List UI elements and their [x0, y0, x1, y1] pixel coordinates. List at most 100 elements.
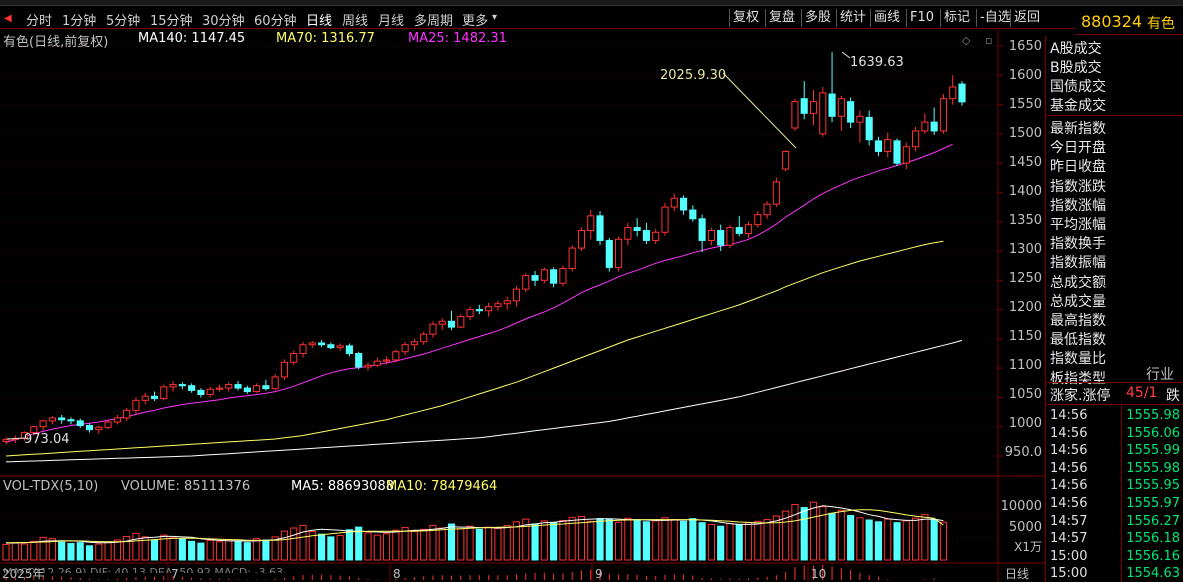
replay-button[interactable]: 复盘 — [765, 9, 798, 27]
period-tab-60min[interactable]: 60分钟 — [254, 14, 297, 29]
tick-row[interactable]: 14:56 1556.06 — [1050, 426, 1182, 444]
volume-bar — [615, 521, 623, 561]
candle-body — [76, 420, 84, 427]
market-fund-volume[interactable]: 基金成交 — [1050, 98, 1106, 114]
candle-body — [735, 227, 743, 234]
board-type-value: 行业 — [1146, 367, 1174, 383]
volume-bar — [884, 518, 892, 561]
candle-body — [150, 395, 159, 400]
candle-body — [401, 344, 409, 353]
tick-row[interactable]: 14:57 1556.27 — [1050, 514, 1182, 532]
candle-body — [642, 230, 650, 241]
tick-time: 14:57 — [1050, 531, 1088, 547]
adjust-button[interactable]: 复权 — [729, 9, 762, 27]
volume-bar — [466, 525, 474, 561]
candle-body — [633, 227, 641, 231]
volume-bar — [132, 532, 140, 561]
period-tab-timeshare[interactable]: 分时 — [26, 14, 53, 29]
tick-row[interactable]: 14:56 1555.95 — [1050, 478, 1182, 496]
down-count-label: 跌 — [1166, 388, 1180, 404]
tick-row[interactable]: 14:56 1555.99 — [1050, 443, 1182, 461]
draw-line-button[interactable]: 画线 — [870, 9, 903, 27]
remove-watchlist-button[interactable]: -自选 — [976, 9, 1014, 27]
ma70-line — [5, 240, 944, 457]
high-label: 1639.63 — [850, 55, 904, 70]
period-tab-weekly[interactable]: 周线 — [342, 14, 369, 29]
price-axis-tick: 1600 — [1008, 68, 1042, 83]
candlestick-series — [2, 52, 966, 445]
market-a-share-volume[interactable]: A股成交 — [1050, 41, 1102, 57]
volume-bar — [531, 523, 539, 561]
volume-bar — [921, 514, 929, 561]
candle-body — [438, 320, 446, 325]
candle-body — [679, 197, 688, 211]
up-limit-value: 45/1 — [1126, 385, 1158, 401]
f10-button[interactable]: F10 — [906, 9, 937, 27]
volume-bar — [234, 540, 242, 561]
candle-body — [912, 130, 920, 148]
volume-bar — [874, 521, 883, 561]
pane-collapse-icon[interactable]: ◇ — [962, 34, 971, 47]
candle-body — [410, 341, 418, 346]
candle-body — [188, 385, 196, 391]
volume-bar — [382, 533, 391, 561]
mark-button[interactable]: 标记 — [940, 9, 973, 27]
tick-row[interactable]: 14:56 1555.97 — [1050, 496, 1182, 514]
volume-bar — [280, 530, 289, 561]
tick-row[interactable]: 14:56 1555.98 — [1050, 461, 1182, 479]
back-button[interactable]: 返回 — [1010, 9, 1043, 27]
month-label-9: 9 — [595, 567, 603, 581]
market-b-share-volume[interactable]: B股成交 — [1050, 60, 1102, 76]
period-tab-5min[interactable]: 5分钟 — [106, 14, 141, 29]
market-bond-volume[interactable]: 国债成交 — [1050, 79, 1106, 95]
tick-price: 1555.98 — [1126, 408, 1180, 423]
volume-bar — [791, 503, 799, 561]
price-axis-tick: 1000 — [1008, 416, 1042, 431]
pane-menu-icon[interactable]: ▫ — [985, 34, 992, 47]
candle-body — [958, 83, 966, 103]
index-info-item: 昨日收盘 — [1050, 159, 1106, 176]
candle-body — [336, 345, 344, 349]
volume-legend-value: VOLUME: 85111376 — [121, 479, 251, 494]
volume-bar — [178, 538, 186, 561]
tick-row[interactable]: 14:56 1555.98 — [1050, 408, 1182, 426]
volume-bar — [123, 535, 131, 561]
price-axis-tick: 1300 — [1008, 242, 1042, 257]
info-side-panel: A股成交 B股成交 国债成交 基金成交 最新指数 今日开盘 昨日收盘 指数涨跌 指数涨幅… — [1045, 36, 1183, 582]
candle-body — [67, 419, 75, 422]
more-dropdown-icon[interactable]: ▾ — [492, 12, 498, 23]
volume-bar — [912, 517, 920, 561]
period-tab-more[interactable]: 更多 — [462, 14, 489, 29]
tick-time: 14:56 — [1050, 460, 1088, 476]
tick-row[interactable]: 14:57 1556.18 — [1050, 531, 1182, 549]
toolbar-left-arrow-icon[interactable]: ◀ — [4, 13, 12, 24]
period-tab-multi[interactable]: 多周期 — [414, 14, 454, 29]
period-tab-30min[interactable]: 30分钟 — [202, 14, 245, 29]
multi-stock-button[interactable]: 多股 — [801, 9, 834, 27]
period-tab-1min[interactable]: 1分钟 — [62, 14, 97, 29]
period-tab-monthly[interactable]: 月线 — [378, 14, 405, 29]
candle-body — [197, 389, 205, 395]
security-header: 880324 有色 — [1075, 7, 1183, 35]
volume-bar — [652, 520, 660, 561]
volume-bar — [373, 534, 381, 561]
security-code: 880324 — [1081, 12, 1143, 31]
tick-row[interactable]: 15:00 1556.16 — [1050, 549, 1182, 567]
volume-bar — [336, 535, 344, 561]
candle-body — [308, 342, 316, 346]
statistics-button[interactable]: 统计 — [836, 9, 869, 27]
candle-body — [95, 426, 103, 431]
month-label-2025: 2025年 — [2, 567, 45, 581]
high-pointer — [841, 51, 851, 59]
volume-bar — [661, 517, 669, 561]
tick-price: 1555.98 — [1126, 460, 1180, 476]
tick-row[interactable]: 15:00 1554.63 — [1050, 566, 1182, 582]
volume-legend-title: VOL-TDX(5,10) — [3, 479, 99, 494]
price-axis-tick: 1150 — [1008, 329, 1042, 344]
candle-body — [104, 421, 112, 428]
date-note-pointer — [722, 72, 797, 149]
period-tab-15min[interactable]: 15分钟 — [150, 14, 193, 29]
macd-legend: MACD(12,26,9) DIF: 40.13 DEA: 50.92 MACD… — [3, 566, 283, 573]
period-tab-daily[interactable]: 日线 — [306, 14, 333, 29]
kline-chart-area[interactable]: 1639.63 2025.9.30 973.04 2025年 7 8 9 10 … — [0, 30, 1045, 582]
